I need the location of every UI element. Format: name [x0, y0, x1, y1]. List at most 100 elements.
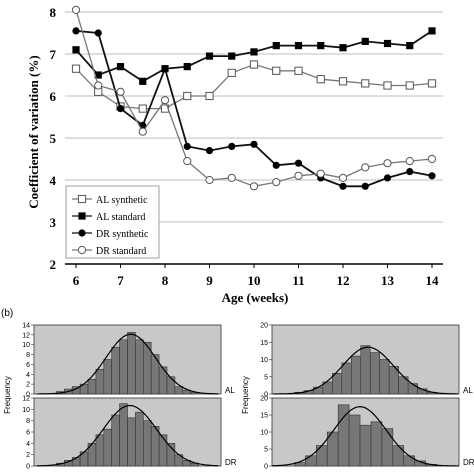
histogram-label: DR: [463, 458, 474, 467]
data-point: [427, 79, 437, 88]
data-point: [294, 171, 303, 180]
histogram-bar: [166, 376, 176, 395]
data-point: [316, 169, 325, 178]
data-point: [138, 127, 147, 136]
data-point: [272, 42, 280, 50]
x-tick-label: 11: [292, 273, 304, 288]
legend-label: DR standard: [96, 246, 146, 257]
legend-item: AL synthetic: [72, 194, 148, 206]
series-dr-synthetic: [72, 27, 436, 190]
histogram-bar: [407, 383, 418, 395]
data-point: [339, 44, 347, 52]
y-tick-label: 6: [50, 89, 57, 104]
data-point: [205, 52, 214, 60]
data-point: [361, 182, 369, 190]
y-tick-label: 10: [22, 342, 30, 349]
histogram-label: AL: [463, 386, 473, 395]
legend-label: AL synthetic: [96, 195, 148, 206]
histogram-bar: [337, 404, 350, 467]
y-tick-label: 10: [260, 357, 268, 364]
data-point: [361, 37, 369, 45]
data-point: [72, 46, 80, 54]
y-tick-label: 5: [264, 447, 268, 454]
series-group: [71, 5, 437, 191]
y-tick-label: 2: [50, 257, 57, 272]
legend-item: AL standard: [72, 212, 145, 223]
data-point: [272, 178, 281, 187]
histogram-bar: [360, 345, 371, 395]
data-point: [116, 63, 125, 71]
data-point: [78, 229, 86, 237]
data-point: [183, 91, 192, 101]
y-tick-label: 8: [50, 5, 57, 20]
histogram-bar: [379, 359, 390, 395]
y-tick-label: 6: [26, 430, 30, 437]
histogram-bar: [119, 403, 128, 467]
y-tick-label: 6: [26, 362, 30, 369]
y-tick-label: 12: [22, 396, 30, 403]
data-point: [183, 157, 192, 166]
data-point: [205, 91, 214, 101]
histogram-bar: [369, 352, 381, 395]
data-point: [250, 140, 258, 148]
histogram-4: 0 5 10 15 20 DR: [260, 396, 474, 471]
histogram-bar: [350, 355, 362, 395]
data-point: [406, 42, 414, 50]
y-tick-label: 0: [264, 464, 268, 471]
fit-curve: [36, 404, 219, 467]
series-line: [75, 63, 433, 110]
histograms: 0 2 4 6 8 10 12 14 AL 0 2 4 6 8 10 12 DR 0 5 10 15 20 AL 0 5 10 15…: [3, 323, 474, 471]
frequency-label: Frequency: [3, 376, 12, 414]
histogram-bar: [135, 339, 144, 395]
data-point: [94, 71, 102, 79]
frequency-label: Frequency: [241, 376, 250, 414]
x-tick-label: 10: [248, 273, 261, 288]
histogram-bar: [341, 362, 352, 395]
histogram-bar: [392, 445, 405, 467]
data-point: [294, 159, 303, 167]
data-point: [94, 81, 103, 90]
x-tick-label: 9: [206, 273, 213, 288]
x-tick-label: 6: [73, 273, 80, 288]
histogram-bar: [403, 455, 415, 467]
y-tick-label: 8: [26, 418, 30, 425]
histogram-bar: [316, 445, 328, 467]
data-point: [249, 182, 259, 191]
legend-item: DR standard: [72, 245, 146, 257]
histogram-bar: [332, 372, 343, 395]
series-al-synthetic: [71, 60, 437, 113]
series-al-standard: [72, 27, 436, 85]
y-tick-label: 0: [26, 464, 30, 471]
histogram-bar: [150, 426, 160, 467]
y-tick-label: 0: [264, 392, 268, 399]
data-point: [78, 212, 86, 220]
histogram-bar: [111, 346, 120, 395]
y-tick-label: 4: [26, 441, 30, 448]
data-point: [116, 87, 125, 96]
data-point: [361, 163, 370, 172]
data-point: [294, 42, 303, 50]
histogram-bar: [305, 455, 317, 467]
data-point: [338, 77, 348, 86]
y-tick-labels: 2 3 4 5 6 7 8: [50, 5, 57, 272]
histogram-1: 0 2 4 6 8 10 12 14 AL: [22, 323, 235, 399]
data-point: [250, 48, 258, 56]
histogram-bar: [158, 366, 168, 395]
data-point: [228, 52, 236, 60]
y-tick-label: 20: [260, 396, 268, 403]
y-tick-label: 0: [26, 392, 30, 399]
data-point: [227, 68, 236, 78]
histogram-bar: [103, 428, 113, 467]
data-point: [317, 42, 325, 50]
data-point: [161, 65, 169, 73]
legend-item: DR synthetic: [72, 229, 149, 240]
data-point: [72, 27, 80, 35]
y-tick-label: 5: [264, 374, 268, 381]
y-tick-label: 7: [50, 47, 57, 62]
data-point: [339, 182, 347, 190]
data-point: [338, 173, 348, 182]
data-point: [183, 142, 191, 150]
histogram-bar: [313, 386, 324, 395]
series-line: [75, 9, 433, 187]
